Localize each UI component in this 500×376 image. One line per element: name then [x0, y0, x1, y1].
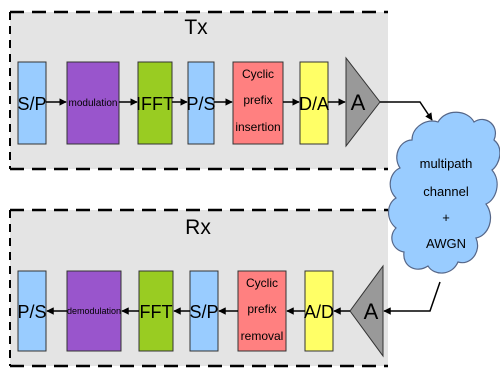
tx-amplifier: A	[345, 56, 381, 148]
rx-block-ps-box	[17, 270, 47, 352]
tx-block-modulation-label: modulation	[69, 98, 118, 109]
rx-block-demodulation-box	[66, 270, 122, 352]
tx-block-sp-box	[17, 61, 47, 145]
tx-block-modulation: modulation	[66, 61, 120, 145]
tx-block-sp: S/P	[17, 61, 47, 145]
rx-block-sp-box	[189, 270, 219, 352]
channel-cloud: multipath channel + AWGN	[387, 111, 500, 274]
tx-block-ps-label: P/S	[186, 94, 215, 114]
tx-title: Tx	[184, 16, 208, 39]
rx-block-cp-removal-line3: removal	[241, 329, 284, 343]
tx-block-ps: P/S	[186, 61, 216, 145]
channel-line-4: AWGN	[426, 236, 466, 251]
tx-block-cp-insertion-box	[232, 61, 284, 145]
channel-line-3: +	[442, 210, 450, 225]
tx-block-cp-insertion-line1: Cyclic	[242, 67, 274, 81]
rx-block-cp-removal: Cyclic prefix removal	[237, 270, 287, 352]
rx-block-demodulation-label: demodulation	[67, 306, 121, 316]
rx-arrows	[46, 281, 441, 315]
tx-block-ifft-box	[137, 61, 173, 145]
tx-block-da-box	[299, 61, 329, 145]
rx-block-fft-label: FFT	[140, 302, 173, 322]
rx-block-ps: P/S	[17, 270, 47, 352]
channel-to-rx-arrow	[383, 281, 441, 315]
tx-block-ifft-label: IFFT	[136, 94, 174, 114]
rx-block-sp: S/P	[189, 270, 219, 352]
channel-line-2: channel	[423, 184, 469, 199]
rx-block-ad: A/D	[304, 270, 334, 352]
tx-to-channel-arrow	[380, 101, 433, 121]
rx-block-sp-label: S/P	[189, 302, 218, 322]
tx-block-cp-insertion-line3: insertion	[235, 120, 280, 134]
rx-block-cp-removal-line1: Cyclic	[246, 276, 278, 290]
tx-block-ps-box	[187, 61, 215, 145]
tx-arrows	[46, 98, 433, 121]
rx-block-ad-label: A/D	[304, 302, 334, 322]
tx-amplifier-triangle	[345, 56, 381, 148]
rx-amplifier: A	[349, 264, 384, 358]
tx-block-cp-insertion-line2: prefix	[243, 93, 272, 107]
channel-line-1: multipath	[420, 156, 473, 171]
rx-block-cp-removal-line2: prefix	[247, 302, 276, 316]
rx-block-ps-label: P/S	[17, 302, 46, 322]
rx-block-fft-box	[138, 270, 174, 352]
tx-block-da-label: D/A	[299, 94, 329, 114]
rx-amplifier-label: A	[364, 299, 379, 324]
rx-amplifier-triangle	[349, 264, 384, 358]
rx-block-fft: FFT	[138, 270, 174, 352]
tx-block-ifft: IFFT	[136, 61, 174, 145]
tx-block-cp-insertion: Cyclic prefix insertion	[232, 61, 284, 145]
tx-amplifier-label: A	[351, 90, 366, 115]
tx-block-da: D/A	[299, 61, 329, 145]
tx-block-sp-label: S/P	[17, 94, 46, 114]
tx-block-modulation-box	[66, 61, 120, 145]
rx-title: Rx	[185, 216, 211, 239]
channel-cloud-shape	[387, 111, 500, 274]
rx-block-demodulation: demodulation	[66, 270, 122, 352]
